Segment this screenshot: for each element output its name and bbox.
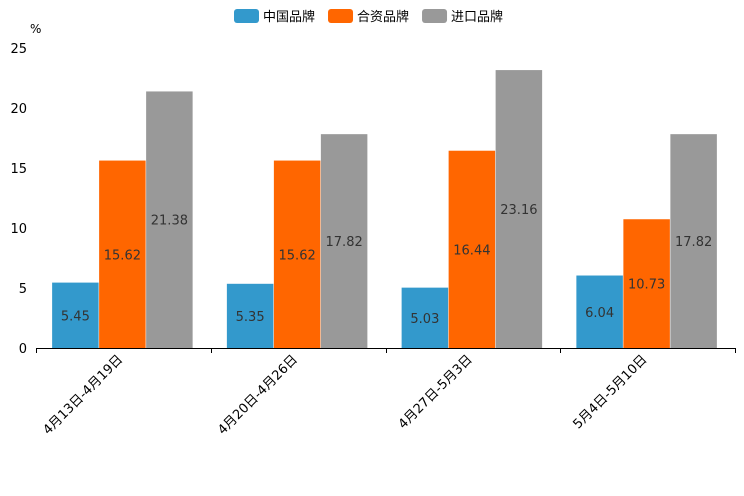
y-tick-label: 20 [10, 102, 27, 117]
data-labels: 5.45 15.62 21.38 5.35 15.62 17.82 5.03 16.44 23.… [61, 203, 712, 327]
y-axis: 0 5 10 15 20 25 [10, 42, 27, 357]
bar[interactable] [623, 219, 670, 348]
y-tick-label: 15 [10, 162, 27, 177]
legend-label: 合资品牌 [357, 9, 409, 25]
legend-label: 中国品牌 [263, 9, 315, 25]
data-label: 5.03 [410, 312, 439, 327]
bars [52, 70, 717, 348]
data-label: 17.82 [326, 235, 363, 250]
bar[interactable] [448, 150, 496, 348]
y-tick-label: 0 [19, 342, 27, 357]
legend-label: 进口品牌 [451, 9, 503, 25]
data-label: 21.38 [151, 214, 188, 229]
data-label: 6.04 [585, 306, 614, 321]
legend-item[interactable]: 进口品牌 [422, 9, 503, 25]
data-label: 5.45 [61, 309, 90, 324]
bar[interactable] [576, 275, 623, 348]
bar[interactable] [273, 160, 321, 348]
y-tick-label: 5 [19, 282, 27, 297]
y-tick-label: 10 [10, 222, 27, 237]
bar[interactable] [401, 287, 449, 348]
x-tick-label: 4月20日-4月26日 [215, 352, 301, 438]
bar[interactable] [146, 91, 193, 348]
data-label: 10.73 [628, 278, 665, 293]
data-label: 17.82 [675, 235, 712, 250]
data-label: 16.44 [453, 243, 490, 258]
data-label: 23.16 [500, 203, 537, 218]
data-label: 15.62 [104, 248, 141, 263]
bar[interactable] [320, 134, 368, 348]
legend-item[interactable]: 中国品牌 [234, 9, 315, 25]
x-tick-label: 4月27日-5月3日 [396, 352, 476, 432]
bar[interactable] [495, 70, 543, 348]
legend: 中国品牌 合资品牌 进口品牌 [234, 9, 503, 25]
legend-swatch [328, 9, 354, 23]
bar[interactable] [52, 282, 99, 348]
bar[interactable] [670, 134, 717, 348]
bar[interactable] [226, 283, 274, 348]
data-label: 15.62 [279, 248, 316, 263]
y-tick-label: 25 [10, 42, 27, 57]
legend-swatch [234, 9, 259, 23]
x-tick-label: 4月13日-4月19日 [40, 352, 126, 438]
legend-item[interactable]: 合资品牌 [328, 9, 409, 25]
y-axis-unit-label: % [30, 22, 41, 36]
x-tick-label: 5月4日-5月10日 [571, 352, 651, 432]
bar[interactable] [99, 160, 146, 348]
data-label: 5.35 [236, 310, 265, 325]
legend-swatch [422, 9, 448, 23]
x-axis: 4月13日-4月19日 4月20日-4月26日 4月27日-5月3日 5月4日-5月1… [36, 348, 736, 438]
